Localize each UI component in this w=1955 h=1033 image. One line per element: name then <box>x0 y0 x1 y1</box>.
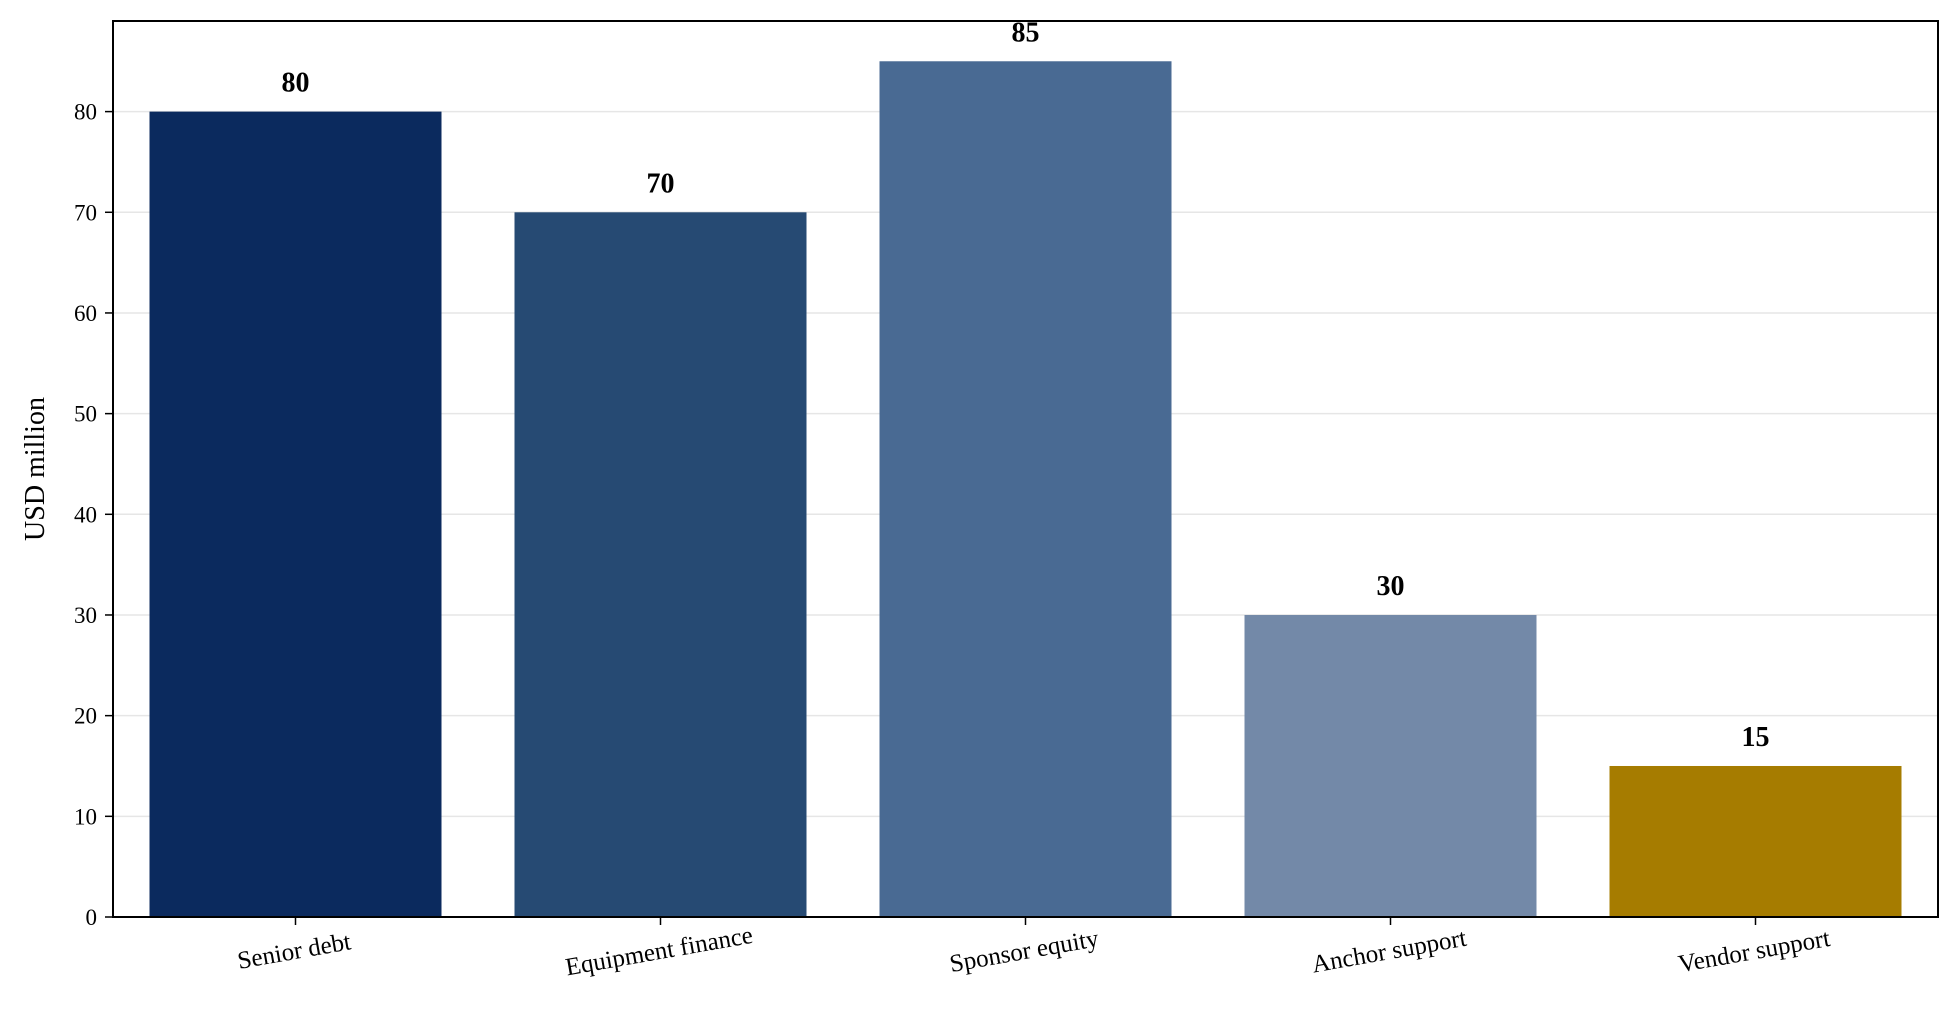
data-label: 30 <box>1377 571 1405 602</box>
y-tick-label: 20 <box>74 704 97 729</box>
x-tick-label: Anchor support <box>1310 925 1469 979</box>
y-axis-title: USD million <box>20 397 51 541</box>
y-axis-ticks: 0 10 20 30 40 50 60 70 80 <box>74 100 113 930</box>
x-tick-label: Vendor support <box>1676 925 1832 978</box>
data-labels: 80 70 85 30 15 <box>282 17 1770 753</box>
y-tick-label: 80 <box>74 100 97 125</box>
bars <box>149 61 1902 918</box>
data-label: 70 <box>647 168 675 199</box>
data-label: 80 <box>282 68 310 99</box>
y-tick-label: 70 <box>74 200 97 225</box>
y-tick-label: 0 <box>86 905 98 930</box>
bar <box>879 61 1172 918</box>
x-tick-label: Senior debt <box>235 928 353 974</box>
bar <box>514 212 807 918</box>
x-axis-ticks: Senior debt Equipment finance Sponsor equi… <box>235 917 1832 981</box>
bar <box>149 111 442 917</box>
data-label: 15 <box>1742 722 1770 753</box>
bar <box>1244 614 1537 917</box>
x-tick-label: Equipment finance <box>564 922 755 981</box>
y-tick-label: 40 <box>74 502 97 527</box>
y-tick-label: 10 <box>74 804 97 829</box>
x-tick-label: Sponsor equity <box>948 925 1102 978</box>
y-tick-label: 30 <box>74 603 97 628</box>
y-tick-label: 60 <box>74 301 97 326</box>
bar <box>1609 765 1902 917</box>
data-label: 85 <box>1012 17 1040 48</box>
y-tick-label: 50 <box>74 402 97 427</box>
